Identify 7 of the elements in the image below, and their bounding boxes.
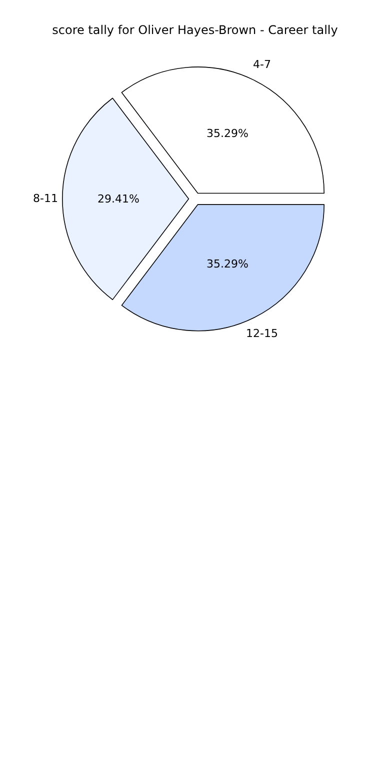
slice-label: 12-15 <box>246 327 278 340</box>
slice-label: 8-11 <box>33 192 58 205</box>
data-label: 35.29% <box>206 127 248 140</box>
slice-label: 4-7 <box>253 58 271 71</box>
chart-title: score tally for Oliver Hayes-Brown - Career tally <box>52 23 338 38</box>
data-label: 29.41% <box>97 192 140 206</box>
data-label: 35.29% <box>206 258 248 271</box>
